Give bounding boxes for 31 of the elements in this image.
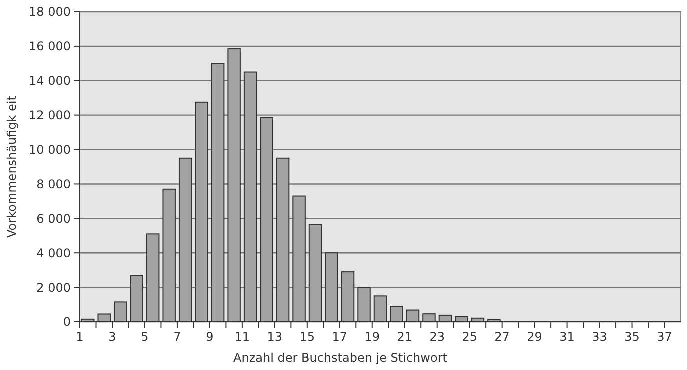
x-tick-label: 35 (624, 330, 640, 344)
x-tick-label: 1 (76, 330, 84, 344)
x-tick-label: 27 (494, 330, 510, 344)
x-tick-label: 9 (206, 330, 214, 344)
x-tick-label: 31 (560, 330, 575, 344)
x-tick-label: 23 (430, 330, 445, 344)
x-tick-label: 33 (592, 330, 608, 344)
x-tick-label: 5 (141, 330, 149, 344)
y-tick-label: 6 000 (36, 212, 71, 226)
x-tick-label: 7 (174, 330, 182, 344)
y-tick-label: 16 000 (29, 40, 71, 54)
y-tick-label: 8 000 (36, 177, 71, 192)
y-tick-label: 2 000 (36, 280, 71, 295)
y-tick-label: 4 000 (36, 246, 71, 260)
x-tick-label: 37 (657, 330, 672, 344)
y-axis-title: Vorkommenshäufigk eit (5, 96, 19, 238)
y-tick-label: 14 000 (29, 74, 71, 88)
y-tick-label: 12 000 (29, 108, 71, 123)
x-tick-label: 15 (300, 330, 316, 344)
x-tick-label: 3 (108, 330, 116, 344)
x-tick-label: 21 (397, 330, 413, 344)
x-tick-label: 19 (364, 330, 380, 344)
y-tick-label: 0 (63, 315, 71, 330)
x-tick-label: 17 (332, 330, 348, 344)
y-tick-label: 10 000 (29, 142, 71, 157)
y-tick-label: 18 000 (29, 5, 71, 20)
x-tick-label: 11 (234, 330, 250, 344)
x-tick-label: 13 (267, 330, 283, 344)
x-axis-title: Anzahl der Buchstaben je Stichwort (234, 351, 448, 365)
x-tick-label: 29 (527, 330, 542, 344)
x-tick-label: 25 (462, 330, 478, 344)
